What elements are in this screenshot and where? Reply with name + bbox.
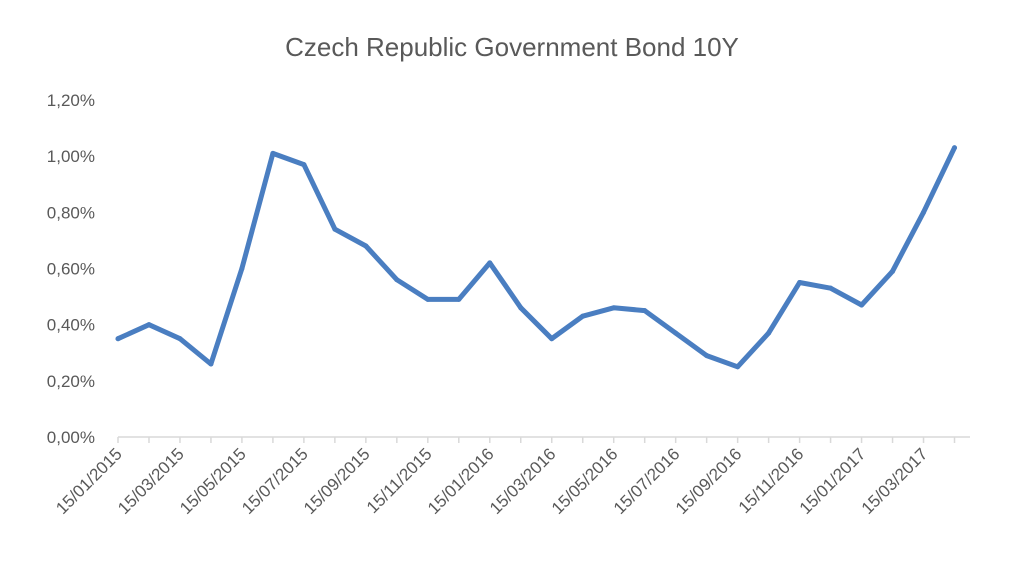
data-point [766, 330, 772, 336]
data-point [239, 266, 245, 271]
x-tick-label: 15/09/2016 [672, 444, 746, 518]
x-tick-label: 15/01/2016 [424, 444, 498, 518]
data-point [425, 296, 431, 302]
x-tick-label: 15/03/2015 [114, 444, 188, 518]
data-point [456, 296, 462, 302]
x-tick-label: 15/03/2016 [486, 444, 560, 518]
data-point [921, 209, 927, 215]
data-point [208, 361, 214, 367]
y-tick-label: 0,80% [47, 203, 95, 222]
data-point [549, 336, 555, 342]
y-tick-label: 0,00% [47, 428, 95, 447]
x-tick-label: 15/01/2017 [796, 444, 870, 518]
data-point [859, 302, 865, 308]
data-point [952, 145, 958, 151]
x-tick-label: 15/01/2015 [52, 444, 126, 518]
data-point [580, 313, 586, 319]
x-tick-label: 15/07/2016 [610, 444, 684, 518]
series-layer [115, 145, 958, 370]
data-point [146, 322, 152, 328]
data-point [735, 364, 741, 370]
data-point [890, 268, 896, 274]
data-point [611, 305, 617, 311]
data-point [704, 353, 710, 359]
y-tick-label: 0,60% [47, 260, 95, 279]
x-tick-label: 15/05/2015 [176, 444, 250, 518]
y-tick-label: 0,40% [47, 316, 95, 335]
data-point [673, 330, 679, 336]
data-point [394, 277, 400, 283]
x-tick-label: 15/03/2017 [858, 444, 932, 518]
x-axis: 15/01/201515/03/201515/05/201515/07/2015… [52, 436, 970, 518]
x-tick-label: 15/05/2016 [548, 444, 622, 518]
data-point [797, 280, 803, 286]
data-point [115, 336, 121, 342]
data-point [642, 308, 648, 314]
y-axis: 0,00% 0,20% 0,40% 0,60% 0,80% 1,00% 1,20% [47, 91, 95, 447]
x-tick-label: 15/09/2015 [300, 444, 374, 518]
data-point [332, 226, 338, 232]
y-tick-label: 1,00% [47, 147, 95, 166]
chart-title: Czech Republic Government Bond 10Y [285, 32, 739, 62]
data-point [363, 243, 369, 249]
data-point [301, 162, 307, 168]
data-point [177, 336, 183, 342]
y-tick-label: 1,20% [47, 91, 95, 110]
data-point [270, 150, 276, 156]
data-point [518, 305, 524, 311]
data-point [828, 285, 834, 291]
data-point [487, 260, 493, 266]
y-tick-label: 0,20% [47, 372, 95, 391]
x-tick-label: 15/07/2015 [238, 444, 312, 518]
series-line [115, 145, 957, 370]
